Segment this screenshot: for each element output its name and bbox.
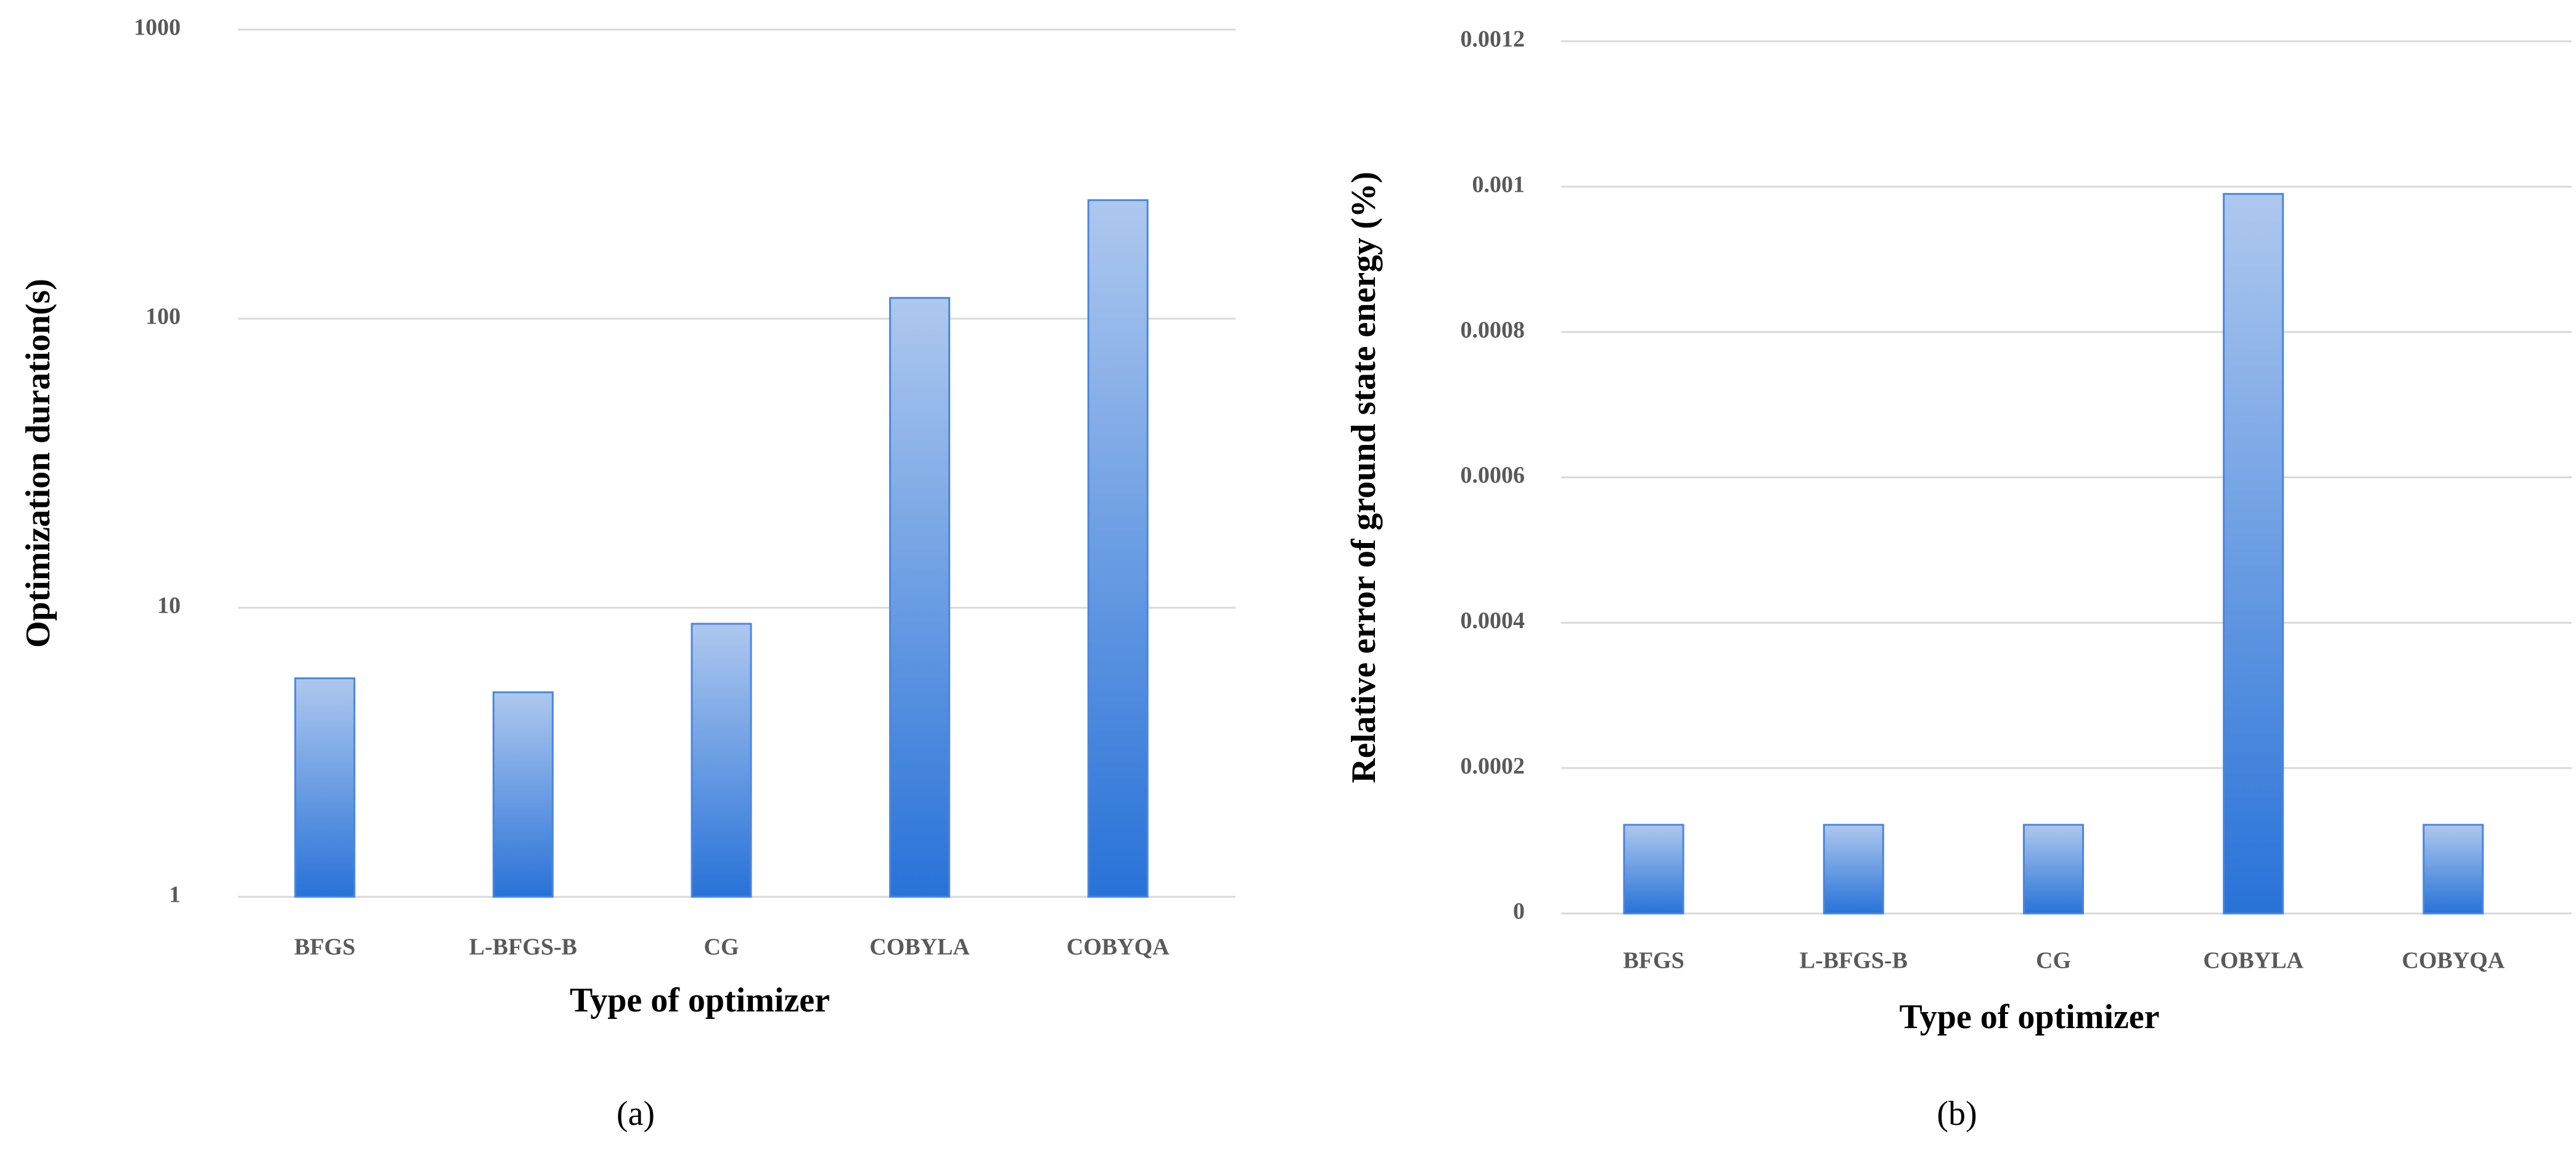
y-tick-label: 0 bbox=[1513, 899, 1525, 925]
y-axis-title: Relative error of ground state energy (%… bbox=[1345, 171, 1383, 783]
bar bbox=[294, 677, 356, 898]
caption: (b) bbox=[1937, 1095, 1977, 1133]
x-tick-label: CG bbox=[2036, 948, 2071, 974]
y-tick-label: 0.0012 bbox=[1461, 27, 1525, 52]
bar bbox=[1623, 823, 1684, 915]
y-axis-title: Optimization duration(s) bbox=[19, 279, 57, 648]
bar bbox=[1087, 199, 1149, 898]
x-tick-label: CG bbox=[704, 934, 739, 960]
y-tick-label: 0.001 bbox=[1472, 172, 1525, 198]
bar bbox=[889, 296, 951, 898]
x-tick-label: BFGS bbox=[294, 934, 355, 960]
y-tick-label: 0.0002 bbox=[1461, 753, 1525, 779]
x-tick-label: COBYLA bbox=[869, 934, 970, 960]
bar bbox=[691, 623, 752, 898]
x-tick-label: L-BFGS-B bbox=[469, 934, 577, 960]
bar bbox=[492, 691, 554, 898]
x-tick-label: COBYQA bbox=[1067, 934, 1170, 960]
bar bbox=[2422, 823, 2484, 915]
y-tick-label: 1000 bbox=[134, 15, 181, 41]
caption: (a) bbox=[617, 1095, 655, 1133]
x-tick-label: BFGS bbox=[1623, 948, 1684, 974]
bar bbox=[2023, 823, 2084, 915]
x-axis-title: Type of optimizer bbox=[1900, 998, 2160, 1036]
bar bbox=[1823, 823, 1884, 915]
y-tick-label: 0.0008 bbox=[1461, 317, 1525, 343]
bar bbox=[2223, 193, 2284, 915]
x-axis-title: Type of optimizer bbox=[570, 981, 830, 1019]
y-tick-label: 1 bbox=[169, 882, 181, 908]
y-tick-label: 100 bbox=[146, 304, 181, 330]
y-tick-label: 0.0006 bbox=[1461, 462, 1525, 488]
y-tick-label: 10 bbox=[157, 593, 181, 619]
y-tick-label: 0.0004 bbox=[1461, 608, 1525, 634]
x-tick-label: L-BFGS-B bbox=[1800, 948, 1908, 974]
x-tick-label: COBYQA bbox=[2402, 948, 2505, 974]
x-tick-label: COBYLA bbox=[2203, 948, 2303, 974]
